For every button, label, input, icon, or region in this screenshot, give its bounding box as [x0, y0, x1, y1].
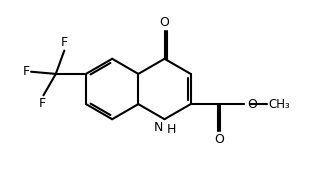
Text: F: F [39, 98, 46, 111]
Text: F: F [61, 35, 68, 48]
Text: H: H [167, 123, 176, 136]
Text: N: N [154, 121, 163, 134]
Text: CH₃: CH₃ [268, 98, 290, 111]
Text: O: O [247, 98, 257, 111]
Text: F: F [23, 65, 30, 78]
Text: O: O [160, 16, 169, 29]
Text: O: O [214, 133, 224, 146]
